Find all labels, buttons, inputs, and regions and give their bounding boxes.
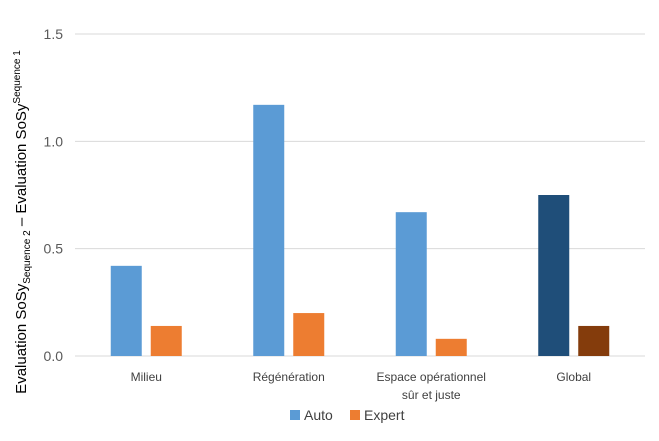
bar-auto-1 (253, 105, 284, 356)
y-tick-label: 0.5 (44, 241, 64, 257)
bar-expert-2 (436, 339, 467, 356)
y-axis-label-group: Evaluation SoSySequence 2 – Evaluation S… (12, 50, 33, 394)
y-axis-label-main-b: Evaluation SoSy (13, 103, 30, 214)
y-tick-label: 1.5 (44, 26, 64, 42)
legend-label-expert: Expert (364, 407, 405, 423)
y-tick-label: 0.0 (44, 348, 64, 364)
x-tick-label: Milieu (131, 370, 162, 384)
legend: Auto Expert (290, 407, 405, 423)
x-tick-label: Espace opérationnel (377, 370, 486, 384)
bar-expert-3 (578, 326, 609, 356)
bar-expert-1 (293, 313, 324, 356)
legend-label-auto: Auto (304, 407, 333, 423)
legend-swatch-expert (350, 410, 360, 420)
bar-auto-2 (396, 212, 427, 356)
bar-auto-0 (111, 266, 142, 356)
x-tick-label: Régénération (253, 370, 325, 384)
y-axis-label-sub-a: Sequence 2 (22, 230, 33, 284)
bar-auto-3 (538, 195, 569, 356)
x-tick-label: sûr et juste (402, 388, 461, 402)
bars (111, 105, 610, 356)
y-axis-label-main-a: Evaluation SoSy (13, 283, 30, 394)
y-tick-label: 1.0 (44, 133, 64, 149)
y-axis-label: Evaluation SoSySequence 2 – Evaluation S… (12, 50, 33, 394)
legend-swatch-auto (290, 410, 300, 420)
y-axis-label-sub-b: Sequence 1 (12, 50, 23, 104)
y-axis-label-dash: – (13, 214, 30, 231)
bar-expert-0 (151, 326, 182, 356)
x-tick-label: Global (556, 370, 591, 384)
